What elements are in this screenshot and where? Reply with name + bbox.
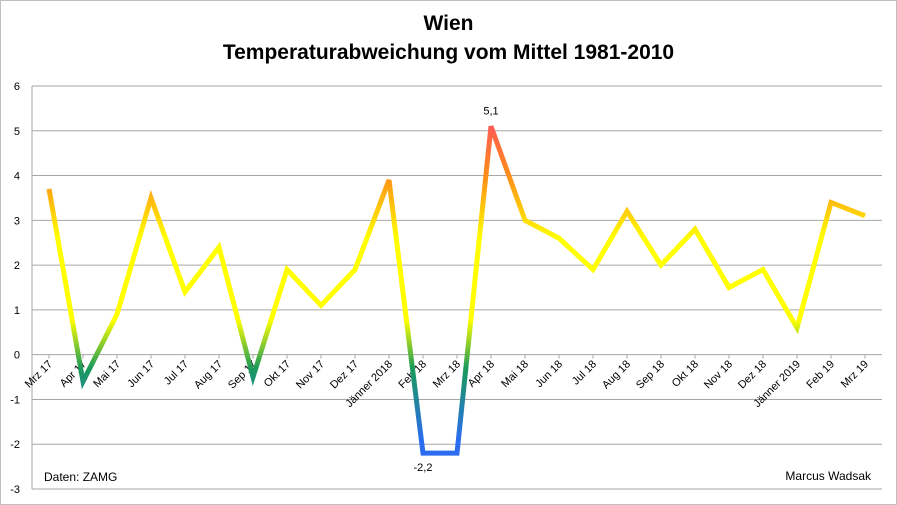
x-tick-label: Feb 19: [804, 358, 837, 391]
x-tick-label: Mrz 19: [839, 358, 871, 390]
x-tick-label: Mai 18: [499, 358, 531, 390]
x-tick-label: Nov 17: [294, 358, 327, 391]
x-tick-label: Sep 18: [634, 358, 667, 391]
x-tick-label: Okt 17: [262, 358, 293, 389]
x-axis: Mrz 17 Apr 17 Mai 17 Jun 17 Jul 17 Aug 17 Sep …: [23, 354, 871, 410]
data-label: -2,2: [414, 462, 433, 474]
x-tick-label: Okt 18: [670, 358, 701, 389]
y-tick-label: 5: [14, 126, 20, 138]
y-tick-label: 1: [14, 305, 20, 317]
y-tick-label: 6: [14, 81, 20, 93]
y-tick-label: 4: [14, 171, 20, 183]
data-label: 5,1: [483, 105, 498, 117]
chart-title: Wien: [423, 12, 474, 35]
grid-layer: [31, 85, 882, 490]
x-tick-label: Aug 18: [600, 358, 633, 391]
y-tick-label: 3: [14, 215, 20, 227]
y-tick-label: -3: [10, 484, 20, 496]
source-note: Daten: ZAMG: [44, 470, 118, 484]
y-axis: -3 -2 -1 0 1 2 3 4 5 6: [10, 81, 20, 496]
y-tick-label: 0: [14, 350, 20, 362]
x-tick-label: Jun 18: [533, 358, 565, 390]
x-tick-label: Nov 18: [702, 358, 735, 391]
x-tick-label: Mrz 18: [431, 358, 463, 390]
data-label-layer: 5,1 -2,2: [414, 105, 499, 474]
series-line: [46, 125, 866, 456]
x-tick-label: Dez 18: [736, 358, 769, 391]
series-layer: [46, 125, 866, 456]
x-tick-label: Apr 18: [466, 358, 497, 389]
x-tick-label: Mai 17: [91, 358, 123, 390]
x-tick-label: Mrz 17: [23, 358, 55, 390]
x-tick-label: Aug 17: [192, 358, 225, 391]
x-tick-label: Dez 17: [328, 358, 361, 391]
chart-subtitle: Temperaturabweichung vom Mittel 1981-201…: [222, 41, 675, 64]
y-tick-label: 2: [14, 260, 20, 272]
author-note: Marcus Wadsak: [785, 469, 871, 483]
x-tick-label: Jul 18: [570, 358, 599, 387]
x-tick-label: Jun 17: [125, 358, 157, 390]
y-tick-label: -2: [10, 439, 20, 451]
y-tick-label: -1: [10, 394, 20, 406]
x-tick-label: Jul 17: [162, 358, 191, 387]
